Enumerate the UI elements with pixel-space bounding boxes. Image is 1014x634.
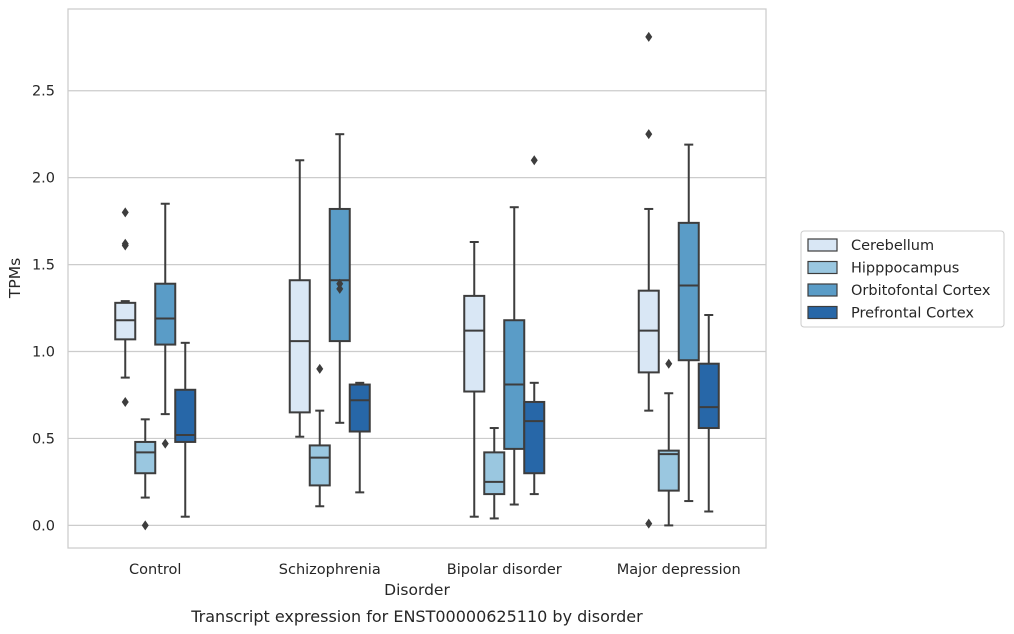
outlier-point bbox=[665, 358, 673, 369]
x-tick-label: Bipolar disorder bbox=[447, 562, 562, 578]
y-tick-label: 1.5 bbox=[32, 258, 55, 274]
box-iqr bbox=[154, 282, 177, 346]
box-group bbox=[503, 206, 526, 506]
legend-frame bbox=[800, 230, 1005, 328]
box-iqr bbox=[657, 449, 680, 492]
y-tick-label: 0.0 bbox=[32, 518, 55, 534]
legend-label: Prefrontal Cortex bbox=[851, 306, 974, 322]
legend-label: Hipppocampus bbox=[851, 261, 959, 277]
box-group bbox=[134, 418, 157, 531]
outlier-point bbox=[530, 155, 538, 166]
figure-caption: Transcript expression for ENST0000062511… bbox=[190, 607, 643, 626]
box-group bbox=[483, 427, 506, 520]
box-iqr bbox=[308, 444, 331, 487]
box-group bbox=[463, 240, 486, 518]
outlier-point bbox=[336, 278, 344, 289]
box-iqr bbox=[328, 207, 351, 343]
box-group bbox=[154, 202, 177, 449]
outlier-point bbox=[645, 129, 653, 140]
x-axis-label: Disorder bbox=[384, 581, 450, 599]
y-tick-label: 2.5 bbox=[32, 84, 55, 100]
x-axis-ticks: Control Schizophrenia Bipolar disorder Majo… bbox=[129, 562, 741, 578]
box-group bbox=[677, 143, 700, 503]
y-axis-label: TPMs bbox=[6, 258, 24, 299]
legend-entry: Orbitofontal Cortex bbox=[807, 283, 991, 299]
x-tick-label: Major depression bbox=[617, 562, 741, 578]
y-tick-label: 2.0 bbox=[32, 171, 55, 187]
box-group bbox=[308, 363, 331, 508]
box-iqr bbox=[348, 383, 371, 433]
legend-label: Cerebellum bbox=[851, 238, 934, 254]
box-plots bbox=[114, 31, 720, 531]
box-group bbox=[523, 155, 546, 496]
legend-swatch bbox=[807, 238, 838, 252]
x-tick-label: Schizophrenia bbox=[279, 562, 381, 578]
box-iqr bbox=[483, 451, 506, 496]
outlier-point bbox=[121, 396, 129, 407]
box-iqr bbox=[134, 440, 157, 475]
legend-entry: Hipppocampus bbox=[807, 260, 959, 277]
box-group bbox=[288, 159, 311, 438]
legend-label: Orbitofontal Cortex bbox=[851, 283, 991, 299]
box-group bbox=[328, 133, 351, 424]
outlier-point bbox=[336, 283, 344, 294]
box-iqr bbox=[677, 221, 700, 362]
legend-entry: Prefrontal Cortex bbox=[807, 305, 974, 322]
box-group bbox=[174, 341, 197, 518]
box-iqr bbox=[523, 400, 546, 475]
box-group bbox=[348, 381, 371, 494]
outlier-point bbox=[161, 438, 169, 449]
outlier-point bbox=[121, 207, 129, 218]
legend-swatch bbox=[807, 283, 838, 297]
box-group bbox=[637, 31, 660, 529]
box-iqr bbox=[174, 388, 197, 443]
box-iqr bbox=[697, 362, 720, 430]
legend-entries: Cerebellum Hipppocampus Orbitofontal Corte… bbox=[807, 238, 991, 322]
box-group bbox=[657, 358, 680, 527]
legend-swatch bbox=[807, 260, 838, 275]
outlier-point bbox=[316, 363, 324, 374]
box-iqr bbox=[288, 279, 311, 414]
box-group bbox=[114, 207, 137, 407]
plot-frame bbox=[67, 8, 767, 549]
legend-swatch bbox=[807, 305, 838, 320]
legend-entry: Cerebellum bbox=[807, 238, 934, 254]
outlier-point bbox=[645, 31, 653, 42]
x-tick-label: Control bbox=[129, 562, 181, 578]
y-axis-ticks: 0.0 0.5 1.0 1.5 2.0 2.5 bbox=[32, 84, 55, 535]
y-tick-label: 1.0 bbox=[32, 345, 55, 361]
outlier-point bbox=[121, 240, 129, 251]
y-tick-label: 0.5 bbox=[32, 431, 55, 447]
outlier-point bbox=[645, 518, 653, 529]
legend: Cerebellum Hipppocampus Orbitofontal Corte… bbox=[800, 230, 1005, 328]
box-group bbox=[697, 314, 720, 513]
box-iqr bbox=[463, 294, 486, 393]
outlier-point bbox=[141, 520, 149, 531]
